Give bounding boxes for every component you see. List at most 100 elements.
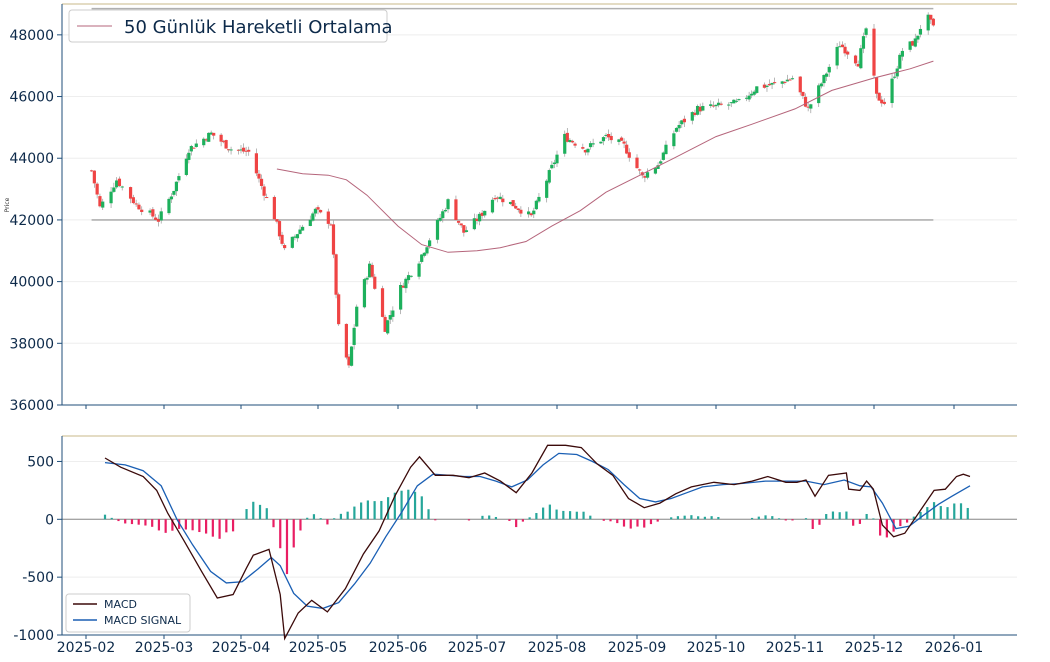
candle-body <box>219 134 223 142</box>
histogram-bar-negative <box>521 519 524 522</box>
candle-body <box>859 48 863 69</box>
histogram-bar-positive <box>703 516 706 520</box>
candle-body <box>262 186 266 196</box>
candle-body <box>349 346 354 366</box>
candle-body <box>798 76 802 93</box>
candle-body <box>516 208 520 211</box>
candle-body <box>109 191 113 204</box>
histogram-bar-negative <box>434 519 437 521</box>
histogram-bar-negative <box>784 519 787 521</box>
candle-body <box>131 197 135 204</box>
candle-body <box>656 165 660 169</box>
candle-body <box>89 170 94 172</box>
histogram-bar-positive <box>683 515 686 520</box>
candle-body <box>483 210 487 216</box>
candle-body <box>159 211 163 221</box>
candle-body <box>529 213 533 216</box>
candle-body <box>625 144 629 154</box>
candle-body <box>257 173 261 179</box>
candle-body <box>617 139 621 142</box>
candle-body <box>508 201 513 204</box>
histogram-bar-positive <box>373 501 376 520</box>
histogram-bar-positive <box>771 516 774 520</box>
candle-body <box>362 279 367 308</box>
histogram-bar-positive <box>912 516 915 520</box>
candle-body <box>788 79 792 81</box>
candle-body <box>329 224 333 226</box>
candle-body <box>428 240 432 247</box>
candle-body <box>880 99 884 104</box>
candle-body <box>140 209 144 212</box>
candle-body <box>239 149 243 151</box>
histogram-bar-positive <box>542 507 545 520</box>
candle-body <box>128 187 133 199</box>
candle-body <box>456 220 461 223</box>
histogram-bar-negative <box>211 519 214 537</box>
histogram-bar-negative <box>285 519 289 575</box>
candle-body <box>475 218 479 222</box>
candle-body <box>622 141 626 144</box>
histogram-bar-positive <box>245 509 248 520</box>
histogram-bar-positive <box>420 496 423 520</box>
histogram-bar-positive <box>548 504 551 520</box>
candle-body <box>277 221 282 237</box>
histogram-bar-positive <box>252 501 255 520</box>
candle-body <box>711 105 715 107</box>
candle-body <box>911 41 915 46</box>
candle-body <box>177 176 181 181</box>
candle-body <box>477 213 482 222</box>
candle-body <box>194 143 198 147</box>
candle-body <box>698 106 702 112</box>
macd-panel: -1000 -500 0 500 <box>13 435 1017 644</box>
histogram-bar-positive <box>562 510 565 520</box>
candle-body <box>719 103 723 105</box>
histogram-bar-positive <box>589 515 592 520</box>
candle-body <box>926 14 930 31</box>
candle-body <box>298 229 302 234</box>
candle-body <box>555 154 559 164</box>
candle-body <box>391 310 395 317</box>
histogram-bar-negative <box>171 519 174 531</box>
candle-body <box>607 133 611 138</box>
candle-body <box>534 200 538 210</box>
candle-body <box>809 104 813 109</box>
candle-body <box>893 76 897 78</box>
candle-body <box>817 85 821 104</box>
candle-body <box>643 176 647 178</box>
histogram-bar-positive <box>265 508 268 520</box>
histogram-bar-positive <box>360 502 363 520</box>
candle-body <box>496 197 500 199</box>
candle-body <box>827 66 831 73</box>
histogram-bar-negative <box>144 519 147 526</box>
candle-body <box>737 99 741 101</box>
candle-body <box>472 218 476 230</box>
candle-body <box>404 278 408 289</box>
histogram-bar-negative <box>852 519 855 526</box>
candle-body <box>368 263 372 278</box>
candle-body <box>532 210 536 215</box>
candle-body <box>120 186 124 188</box>
candle-body <box>659 161 663 164</box>
candle-body <box>619 137 624 141</box>
candle-body <box>762 84 767 88</box>
candle-body <box>446 199 450 210</box>
candle-body <box>301 226 305 231</box>
histogram-bar-negative <box>791 519 794 521</box>
candle-body <box>236 149 241 151</box>
candle-body <box>443 209 447 212</box>
candle-body <box>638 169 642 171</box>
candle-body <box>882 101 886 104</box>
histogram-bar-negative <box>515 519 518 528</box>
candle-body <box>714 104 718 107</box>
candle-body <box>514 205 518 209</box>
candle-body <box>908 41 912 50</box>
candle-body <box>750 93 754 96</box>
candle-body <box>399 284 403 310</box>
candle-body <box>117 178 122 186</box>
candle-body <box>661 152 665 160</box>
candle-body <box>573 143 577 146</box>
x-tick-label: 2025-06 <box>369 640 428 656</box>
candle-body <box>588 143 593 148</box>
candle-body <box>373 276 377 289</box>
candle-body <box>890 78 894 104</box>
